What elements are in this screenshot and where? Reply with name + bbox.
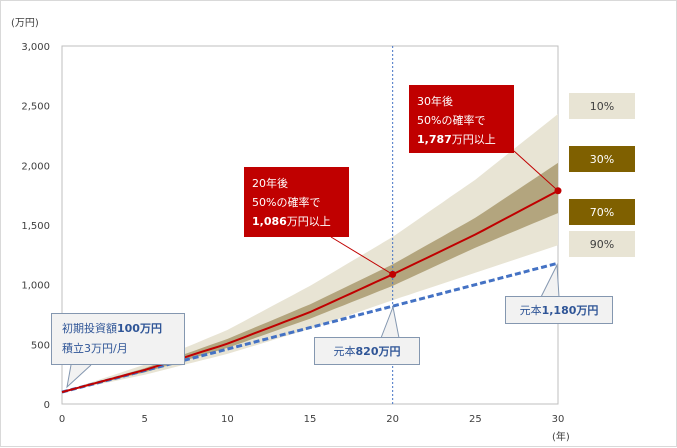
y-tick-label: 2,000 [21,161,50,172]
initial-investment-note: 初期投資額100万円 積立3万円/月 [51,313,185,365]
principal-30-note: 元本 1,180万円 [505,296,613,324]
monthly-contribution: 積立3万円/月 [62,342,128,355]
x-tick-label: 15 [304,414,317,425]
callout-20-line1: 20年後 [252,177,288,190]
callout-20-pointer [330,236,393,275]
principal-20-value: 820万円 [355,345,401,358]
legend-10-label: 10% [589,99,615,113]
principal-20-pointer [380,305,400,339]
callout-20-line2: 50%の確率で [252,196,321,209]
callout-20-years: 20年後 50%の確率で 1,086万円以上 [244,167,349,237]
principal-20-note: 元本 820万円 [314,337,420,365]
y-tick-label: 1,500 [21,221,50,232]
legend-30: 30% [569,146,635,172]
x-tick-label: 10 [221,414,234,425]
x-tick-label: 30 [552,414,565,425]
callout-30-pointer [513,150,559,192]
principal-30-pointer [540,263,560,298]
initial-value: 100万円 [117,322,162,335]
callout-30-years: 30年後 50%の確率で 1,787万円以上 [409,85,514,153]
callout-30-line2: 50%の確率で [417,114,486,127]
y-tick-label: 1,000 [21,281,50,292]
principal-20-prefix: 元本 [333,345,356,358]
callout-20-value: 1,086 [252,215,287,228]
legend-90: 90% [569,231,635,257]
callout-30-line1: 30年後 [417,95,453,108]
y-tick-label: 3,000 [21,42,50,53]
y-tick-label: 2,500 [21,102,50,113]
median-line [61,189,559,394]
y-tick-label: 0 [44,400,50,411]
callout-20-suffix: 万円以上 [286,215,331,228]
y-tick-label: 500 [31,340,50,351]
principal-30-value: 1,180万円 [541,304,599,317]
y-axis-unit: (万円) [11,18,39,29]
legend-70-label: 70% [589,205,615,219]
x-axis-unit: (年) [552,430,570,443]
x-tick-label: 20 [386,414,399,425]
callout-30-value: 1,787 [417,133,452,146]
legend-70: 70% [569,199,635,225]
legend-10: 10% [569,93,635,119]
x-tick-label: 25 [469,414,482,425]
initial-note-pointer [66,364,92,389]
x-tick-label: 0 [59,414,65,425]
callout-30-suffix: 万円以上 [451,133,496,146]
initial-prefix: 初期投資額 [62,322,117,335]
legend-90-label: 90% [589,237,615,251]
principal-30-prefix: 元本 [519,304,542,317]
legend-30-label: 30% [589,152,615,166]
x-tick-label: 5 [141,414,147,425]
